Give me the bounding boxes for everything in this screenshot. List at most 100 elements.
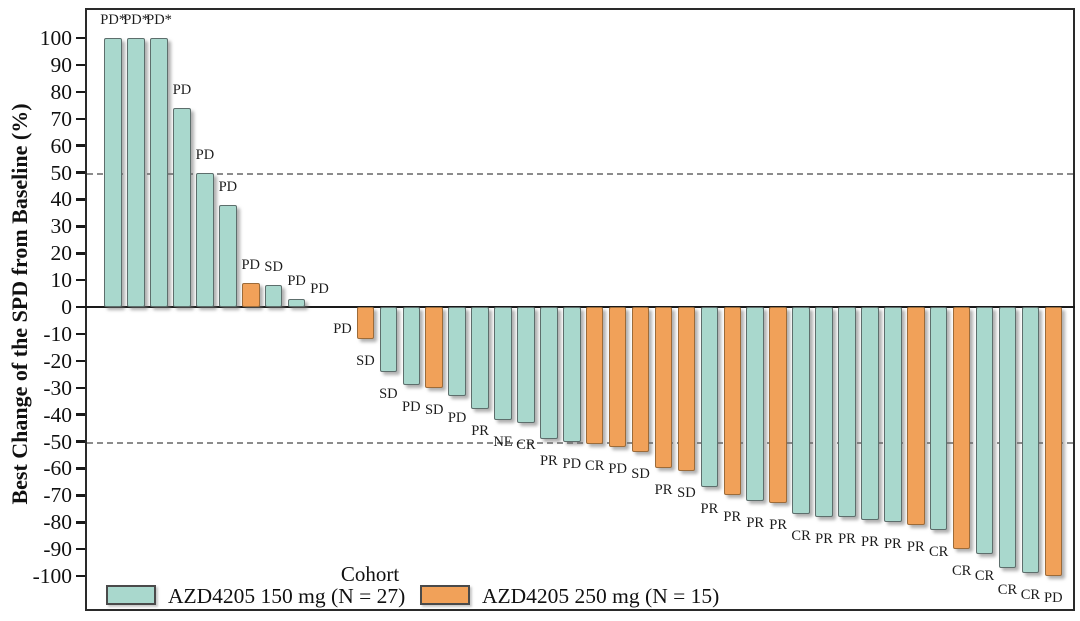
bar-response-label-8: SD — [264, 259, 283, 276]
bar-42-250mg — [1044, 307, 1063, 576]
bar-response-label-19: CR — [516, 436, 536, 453]
bar-response-label-22: CR — [585, 458, 605, 475]
bar-33-150mg — [838, 307, 856, 517]
bar-34-150mg — [861, 307, 879, 520]
y-tick-label-90: 90 — [50, 52, 73, 77]
bar-14-150mg — [402, 307, 421, 385]
bar-9-150mg — [287, 298, 306, 307]
bar-16-150mg — [448, 307, 466, 396]
bar-39-150mg — [975, 307, 994, 555]
bar-response-label-30: PR — [769, 517, 788, 534]
bar-response-label-26: SD — [677, 485, 696, 502]
y-tick-label-10: 10 — [50, 268, 73, 293]
y-tick-label-40: 40 — [50, 187, 73, 212]
y-tick-20 — [76, 252, 85, 255]
y-tick-90 — [76, 63, 85, 67]
bar-response-label-6: PD — [218, 178, 238, 195]
bar-response-label-9: PD — [287, 272, 306, 289]
bar-26-250mg — [677, 307, 696, 472]
bar-23-250mg — [608, 307, 627, 447]
bar-response-label-5: PD — [195, 146, 215, 163]
y-tick-label-20: 20 — [50, 241, 73, 266]
bar-15-250mg — [425, 307, 443, 388]
bar-response-label-34: PR — [861, 533, 879, 550]
bar-17-150mg — [471, 307, 489, 410]
y-tick-label--20: -20 — [43, 348, 72, 373]
bar-response-label-23: PD — [608, 460, 627, 477]
y-tick-label-70: 70 — [50, 106, 73, 131]
bar-response-label-24: SD — [631, 466, 650, 483]
y-tick--40 — [76, 413, 85, 416]
bar-7-250mg — [242, 282, 260, 307]
bar-37-150mg — [929, 307, 948, 531]
bar-response-label-29: PR — [746, 514, 765, 531]
y-tick-label--30: -30 — [43, 375, 72, 400]
bar-36-250mg — [907, 307, 925, 525]
bar-12-250mg — [356, 307, 375, 340]
y-tick-50 — [76, 171, 85, 174]
y-tick-30 — [76, 225, 85, 228]
y-tick-70 — [76, 117, 85, 120]
y-tick-label--70: -70 — [43, 483, 72, 508]
bar-response-label-35: PR — [883, 536, 902, 553]
bar-response-label-3: PD* — [146, 12, 172, 28]
y-tick--100 — [76, 574, 85, 578]
bar-response-label-4: PD — [172, 81, 192, 98]
y-tick--10 — [76, 332, 85, 336]
y-tick--20 — [76, 359, 85, 363]
y-tick-label-50: 50 — [50, 160, 73, 185]
y-tick-60 — [76, 144, 85, 147]
y-tick-label--60: -60 — [43, 456, 72, 481]
y-tick-label-80: 80 — [50, 79, 73, 104]
bar-31-150mg — [792, 307, 810, 515]
y-tick-label-30: 30 — [50, 214, 73, 239]
bar-response-label-1: PD* — [100, 12, 127, 28]
bar-18-150mg — [494, 307, 512, 420]
bar-8-150mg — [264, 285, 283, 307]
bar-6-150mg — [219, 204, 237, 307]
bar-response-label-37: CR — [929, 544, 949, 561]
y-tick-label--80: -80 — [43, 510, 72, 535]
bar-response-label-11: PD — [333, 321, 352, 337]
bar-response-label-18: NE — [493, 433, 513, 450]
y-tick--70 — [76, 494, 85, 497]
bar-29-150mg — [746, 307, 764, 501]
y-tick-100 — [76, 36, 85, 40]
y-tick-label--90: -90 — [43, 537, 72, 562]
bar-22-250mg — [585, 307, 604, 445]
bar-5-150mg — [196, 172, 214, 307]
legend-label-150mg: AZD4205 150 mg (N = 27) — [168, 584, 406, 608]
bar-response-label-16: PD — [447, 409, 467, 426]
legend-title: Cohort — [340, 562, 400, 586]
legend-label-250mg: AZD4205 250 mg (N = 15) — [482, 584, 720, 608]
y-tick--60 — [76, 467, 85, 470]
bar-20-150mg — [540, 307, 558, 439]
y-tick-label--50: -50 — [43, 429, 72, 454]
bar-response-label-14: PD — [402, 399, 421, 415]
bar-response-label-33: PR — [838, 530, 856, 547]
y-tick--50 — [76, 440, 85, 443]
bar-response-label-38: CR — [951, 563, 972, 580]
bar-response-label-25: PR — [654, 482, 673, 499]
bar-response-label-13: SD — [379, 385, 398, 402]
bar-19-150mg — [517, 307, 535, 423]
bar-response-label-41: CR — [1020, 587, 1041, 604]
bar-27-150mg — [700, 307, 719, 488]
y-tick-0 — [76, 305, 85, 309]
bar-response-label-17: PR — [471, 423, 489, 440]
bar-response-label-15: SD — [424, 401, 444, 418]
y-tick--30 — [76, 386, 85, 389]
bar-13-150mg — [379, 307, 398, 372]
y-tick-label--40: -40 — [43, 402, 72, 427]
bar-response-label-27: PR — [700, 501, 719, 518]
legend-swatch-250mg — [420, 585, 470, 605]
bar-response-label-10: PD — [310, 281, 329, 297]
y-tick--90 — [76, 547, 85, 551]
y-tick-label-60: 60 — [50, 133, 73, 158]
bar-response-label-42: PD — [1044, 590, 1063, 606]
y-tick-label-0: 0 — [61, 295, 72, 319]
reference-line--50 — [87, 441, 1073, 444]
bar-25-250mg — [654, 307, 673, 469]
y-tick-10 — [76, 278, 85, 282]
